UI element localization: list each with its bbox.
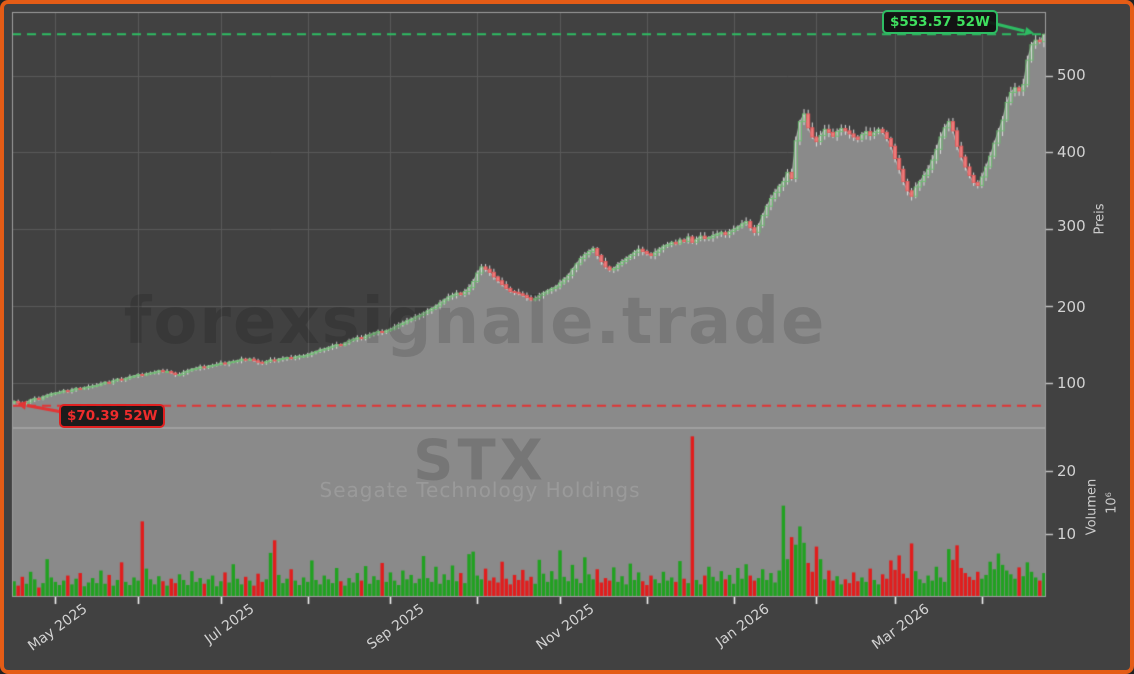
high-52w-label: $553.57 52W [882, 10, 998, 34]
volume-tick-10: 10 [1057, 525, 1077, 543]
low-52w-label: $70.39 52W [59, 404, 166, 428]
volume-axis-title: Volumen [1084, 478, 1100, 536]
volume-axis-unit: 10⁶ [1104, 492, 1120, 514]
volume-tick-20: 20 [1057, 462, 1077, 480]
price-tick-400: 400 [1057, 143, 1086, 161]
price-tick-300: 300 [1057, 217, 1086, 235]
price-axis-title: Preis [1092, 203, 1108, 235]
price-tick-100: 100 [1057, 374, 1086, 392]
price-tick-200: 200 [1057, 298, 1086, 316]
price-tick-500: 500 [1057, 66, 1086, 84]
